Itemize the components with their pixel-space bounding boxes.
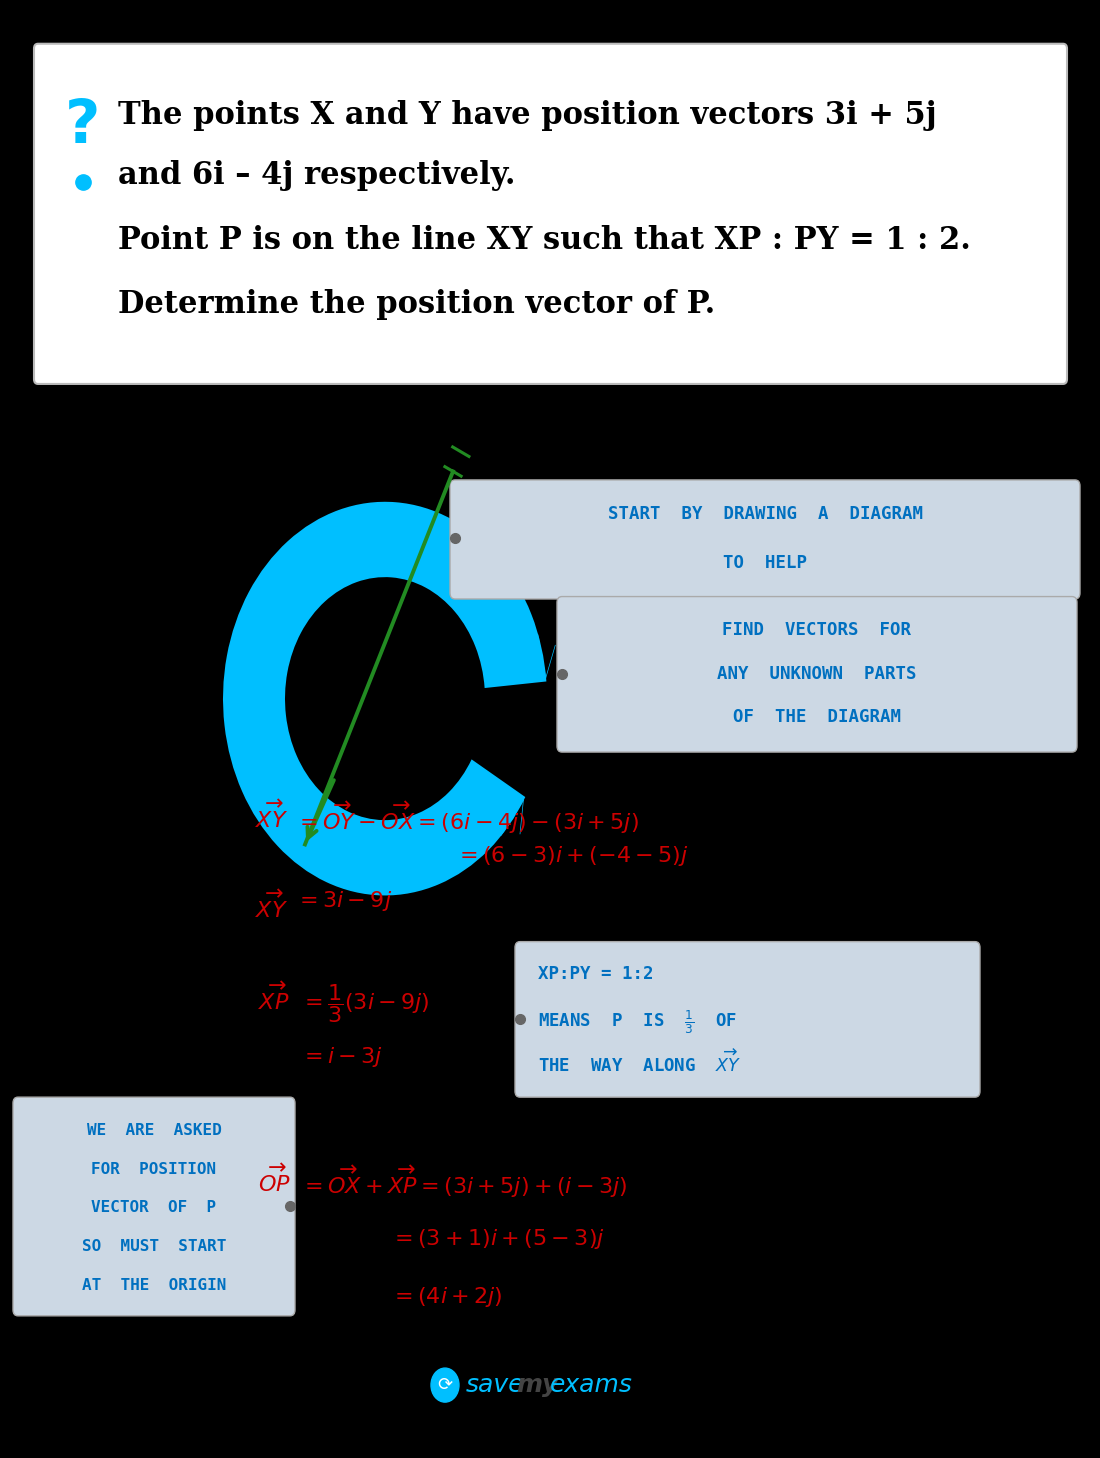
FancyBboxPatch shape — [557, 596, 1077, 752]
Text: $= \dfrac{1}{3}(3i - 9j)$: $= \dfrac{1}{3}(3i - 9j)$ — [300, 981, 430, 1025]
Text: ?: ? — [65, 98, 101, 156]
Text: and 6i – 4j respectively.: and 6i – 4j respectively. — [118, 160, 516, 191]
Text: MEANS  P  IS  $\frac{1}{3}$  OF: MEANS P IS $\frac{1}{3}$ OF — [538, 1009, 737, 1037]
Text: $= \overrightarrow{OX} + \overrightarrow{XP} = (3i + 5j) + (i - 3j)$: $= \overrightarrow{OX} + \overrightarrow… — [300, 1163, 627, 1200]
Text: $\overrightarrow{OP}$: $\overrightarrow{OP}$ — [258, 1163, 290, 1196]
FancyBboxPatch shape — [450, 480, 1080, 599]
Text: $= \overrightarrow{OY} - \overrightarrow{OX} = (6i - 4j) - (3i + 5j)$: $= \overrightarrow{OY} - \overrightarrow… — [295, 799, 639, 835]
Text: VECTOR  OF  P: VECTOR OF P — [91, 1200, 217, 1216]
Text: $\overrightarrow{XP}$: $\overrightarrow{XP}$ — [258, 981, 289, 1013]
FancyBboxPatch shape — [515, 942, 980, 1096]
Text: $\overrightarrow{XY}$: $\overrightarrow{XY}$ — [255, 799, 288, 831]
FancyBboxPatch shape — [34, 44, 1067, 383]
Text: Determine the position vector of P.: Determine the position vector of P. — [118, 289, 715, 321]
Wedge shape — [223, 502, 547, 895]
Text: $= (6 - 3)i + (-4 - 5)j$: $= (6 - 3)i + (-4 - 5)j$ — [455, 844, 689, 869]
Text: AT  THE  ORIGIN: AT THE ORIGIN — [81, 1279, 227, 1293]
Text: $= i - 3j$: $= i - 3j$ — [300, 1045, 383, 1069]
Text: WE  ARE  ASKED: WE ARE ASKED — [87, 1123, 221, 1137]
Text: The points X and Y have position vectors 3i + 5j: The points X and Y have position vectors… — [118, 99, 936, 131]
Text: FOR  POSITION: FOR POSITION — [91, 1162, 217, 1177]
Text: THE  WAY  ALONG  $\overrightarrow{XY}$: THE WAY ALONG $\overrightarrow{XY}$ — [538, 1050, 741, 1076]
Text: my: my — [516, 1373, 558, 1397]
Text: $= 3i - 9j$: $= 3i - 9j$ — [295, 889, 393, 913]
Text: $= (4i + 2j)$: $= (4i + 2j)$ — [390, 1286, 503, 1309]
Text: ⟳: ⟳ — [438, 1376, 452, 1394]
Text: $\overrightarrow{XY}$: $\overrightarrow{XY}$ — [255, 889, 288, 921]
Text: exams: exams — [550, 1373, 632, 1397]
Text: save: save — [466, 1373, 525, 1397]
Text: $= (3 + 1)i + (5 - 3)j$: $= (3 + 1)i + (5 - 3)j$ — [390, 1228, 605, 1251]
Circle shape — [431, 1368, 459, 1403]
Text: OF  THE  DIAGRAM: OF THE DIAGRAM — [733, 709, 901, 726]
Text: ANY  UNKNOWN  PARTS: ANY UNKNOWN PARTS — [717, 665, 916, 682]
Text: SO  MUST  START: SO MUST START — [81, 1239, 227, 1254]
Text: TO  HELP: TO HELP — [723, 554, 807, 572]
Text: FIND  VECTORS  FOR: FIND VECTORS FOR — [723, 621, 912, 639]
Text: Point P is on the line XY such that XP : PY = 1 : 2.: Point P is on the line XY such that XP :… — [118, 225, 971, 255]
Text: START  BY  DRAWING  A  DIAGRAM: START BY DRAWING A DIAGRAM — [607, 506, 923, 523]
Text: XP:PY = 1:2: XP:PY = 1:2 — [538, 965, 653, 983]
FancyBboxPatch shape — [13, 1096, 295, 1317]
